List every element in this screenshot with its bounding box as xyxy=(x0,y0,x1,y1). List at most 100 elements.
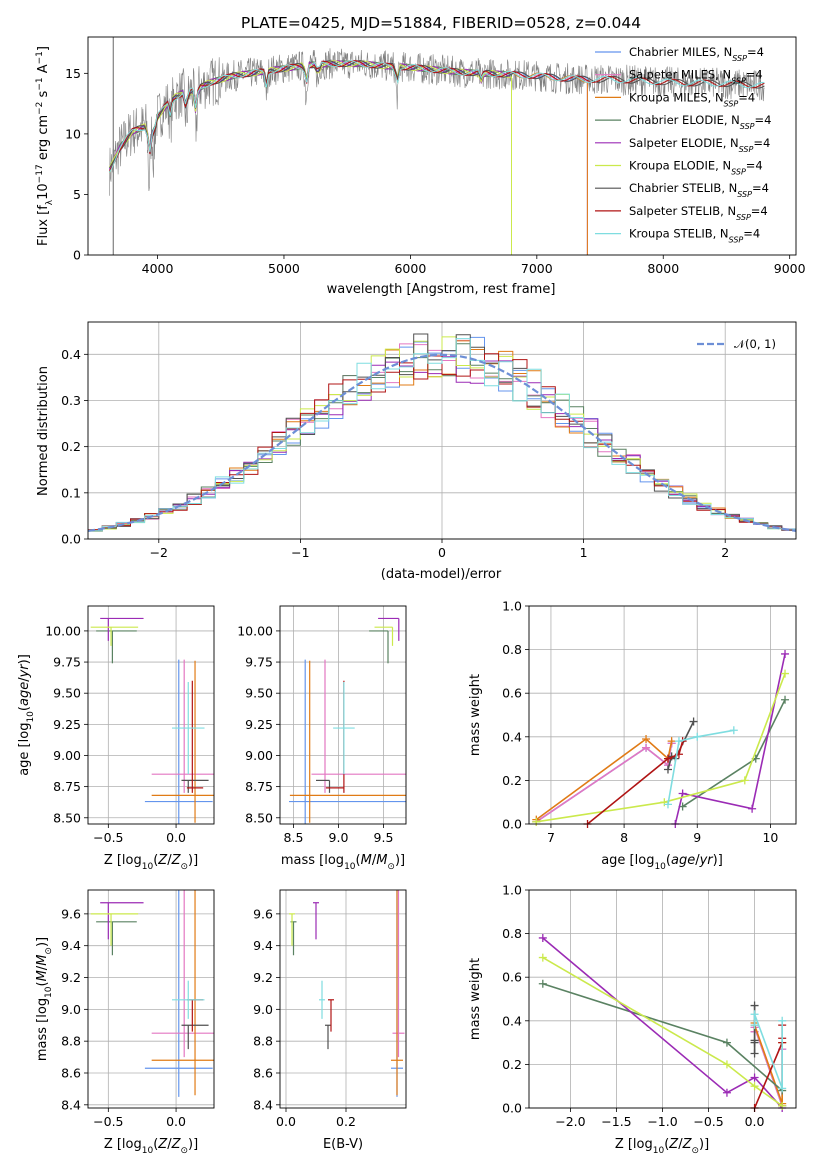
label-part: −17 xyxy=(35,164,45,183)
sfh-marker xyxy=(538,979,547,988)
label-part: age xyxy=(17,682,32,706)
age_vs_mass-frame xyxy=(279,605,407,825)
x-tick-label: 9.5 xyxy=(374,830,394,845)
sfh-marker xyxy=(729,726,738,735)
spectrum-model-salpeter-elodie xyxy=(109,60,512,255)
label-part: )] xyxy=(713,853,723,868)
sfh-marker xyxy=(750,1073,759,1082)
label-part: age xyxy=(671,853,695,868)
spectrum-model-kroupa-elodie xyxy=(109,60,512,255)
label-part: / xyxy=(17,677,32,682)
x-tick-label: −0.5 xyxy=(93,1114,123,1129)
x-tick-label: 7000 xyxy=(521,261,553,276)
x-tick-label: 9 xyxy=(693,830,701,845)
y-tick-label: 0.8 xyxy=(502,926,522,941)
y-tick-label: 0.1 xyxy=(61,485,81,500)
legend-sub: SSP xyxy=(740,122,755,131)
label-part: M xyxy=(35,970,50,981)
x-tick-label: 0.2 xyxy=(336,1114,356,1129)
legend-text: Salpeter STELIB, N xyxy=(629,204,736,218)
label-part: 10 xyxy=(653,1146,665,1156)
sfh-marker xyxy=(532,817,541,826)
y-tick-label: 0.2 xyxy=(502,773,522,788)
y-tick-label: 9.4 xyxy=(61,938,81,953)
label-part: −1 xyxy=(35,77,45,90)
y-tick-label: 8.75 xyxy=(53,779,81,794)
legend-tail: =4 xyxy=(746,68,763,82)
legend-tail: =4 xyxy=(738,90,755,104)
sfh-marker xyxy=(538,953,547,962)
legend-sub: SSP xyxy=(729,235,744,244)
sfh-marker xyxy=(781,669,790,678)
label-part: Z [log xyxy=(104,853,142,868)
x-tick-label: 8.5 xyxy=(284,830,304,845)
spectrum-model-salpeter-miles xyxy=(109,60,588,255)
label-part: ( xyxy=(664,1137,669,1152)
sfh-line xyxy=(753,1023,784,1104)
x-tick-label: 0.0 xyxy=(166,830,186,845)
sfh-marker xyxy=(722,1088,731,1097)
y-tick-label: 8.50 xyxy=(245,810,273,825)
legend-sub: SSP xyxy=(737,190,752,199)
label-part: Z xyxy=(682,1137,693,1152)
y-tick-label: 0.4 xyxy=(61,347,81,362)
label-part: / xyxy=(678,1137,683,1152)
legend-tail: =4 xyxy=(755,113,772,127)
y-tick-label: 0.2 xyxy=(61,439,81,454)
weight-vs-age-xlabel: age [log10(age/yr)] xyxy=(601,853,723,872)
label-part: ( xyxy=(17,706,32,711)
label-part: 10 xyxy=(654,862,666,872)
legend-text: Salpeter MILES, N xyxy=(629,68,731,82)
y-tick-label: 0.0 xyxy=(502,817,522,832)
label-part: ( xyxy=(666,853,671,868)
label-part: ] xyxy=(36,46,51,51)
label-part: / xyxy=(695,853,700,868)
label-part: mass [log xyxy=(281,853,344,868)
sfh-line xyxy=(542,937,783,1108)
y-tick-label: 8.75 xyxy=(245,779,273,794)
label-part: age [log xyxy=(601,853,654,868)
sfh-line xyxy=(536,673,786,823)
sfh-marker xyxy=(750,1038,759,1047)
sfh-marker xyxy=(748,804,757,813)
spectrum-model-kroupa-stelib xyxy=(109,60,765,174)
legend-text: Salpeter ELODIE, N xyxy=(629,136,739,150)
sfh-marker xyxy=(750,1082,759,1091)
legend-tail: =4 xyxy=(753,136,770,150)
y-tick-label: 0.3 xyxy=(61,393,81,408)
legend-tail: =4 xyxy=(752,181,769,195)
gaussian-curve xyxy=(88,353,796,532)
y-tick-label: 0.4 xyxy=(502,729,522,744)
label-part: M xyxy=(35,955,50,966)
sfh-marker xyxy=(674,737,683,746)
label-part: ⊙ xyxy=(180,862,188,872)
legend-entry: Chabrier MILES, NSSP=4 xyxy=(629,45,764,63)
y-tick-label: 9.50 xyxy=(245,686,273,701)
y-tick-label: 15 xyxy=(65,66,81,81)
legend-entry: Chabrier STELIB, NSSP=4 xyxy=(629,181,769,199)
y-tick-label: 8.6 xyxy=(61,1065,81,1080)
weight-vs-z-ylabel: mass weight xyxy=(468,958,483,1040)
sfh-marker xyxy=(778,1101,787,1110)
label-part: mass weight xyxy=(468,674,483,756)
label-part: ( xyxy=(153,1137,158,1152)
x-tick-label: −1 xyxy=(291,545,309,560)
label-part: Flux [f xyxy=(36,205,51,246)
sfh-marker xyxy=(781,695,790,704)
label-part: )] xyxy=(699,1137,709,1152)
legend-gaussian-label: 𝒩(0, 1) xyxy=(734,337,776,351)
sfh-marker xyxy=(740,776,749,785)
x-tick-label: 1 xyxy=(580,545,588,560)
sfh-line xyxy=(542,956,783,1107)
label-part: ( xyxy=(153,853,158,868)
label-part: yr xyxy=(699,853,715,868)
sfh-marker xyxy=(750,1021,759,1030)
x-tick-label: 6000 xyxy=(394,261,426,276)
x-tick-label: −2 xyxy=(150,545,168,560)
y-tick-label: 9.0 xyxy=(61,1002,81,1017)
legend-entry: Salpeter STELIB, NSSP=4 xyxy=(629,204,768,222)
age-vs-z-xlabel: Z [log10(Z/Z⊙)] xyxy=(104,853,198,872)
label-part: M xyxy=(361,853,372,868)
